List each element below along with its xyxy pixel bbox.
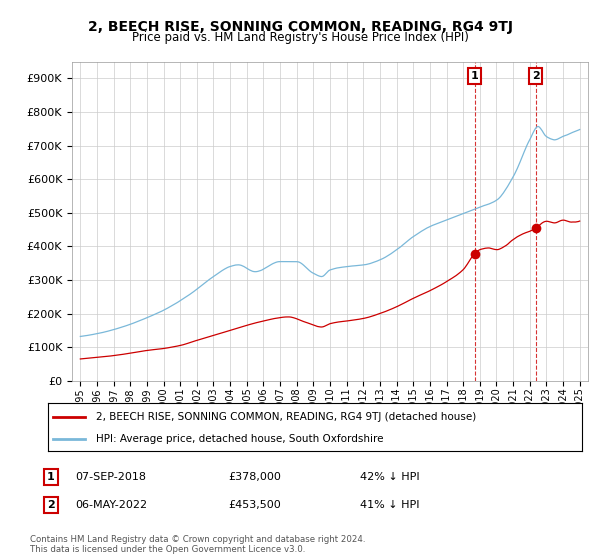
Text: 42% ↓ HPI: 42% ↓ HPI (360, 472, 419, 482)
Text: 2, BEECH RISE, SONNING COMMON, READING, RG4 9TJ (detached house): 2, BEECH RISE, SONNING COMMON, READING, … (96, 413, 476, 422)
Text: 1: 1 (471, 71, 479, 81)
Text: £378,000: £378,000 (228, 472, 281, 482)
Text: 2: 2 (47, 500, 55, 510)
Text: Price paid vs. HM Land Registry's House Price Index (HPI): Price paid vs. HM Land Registry's House … (131, 31, 469, 44)
Text: 07-SEP-2018: 07-SEP-2018 (75, 472, 146, 482)
Text: 41% ↓ HPI: 41% ↓ HPI (360, 500, 419, 510)
Text: 2, BEECH RISE, SONNING COMMON, READING, RG4 9TJ: 2, BEECH RISE, SONNING COMMON, READING, … (88, 20, 512, 34)
Text: 2: 2 (532, 71, 539, 81)
Text: £453,500: £453,500 (228, 500, 281, 510)
Text: Contains HM Land Registry data © Crown copyright and database right 2024.
This d: Contains HM Land Registry data © Crown c… (30, 535, 365, 554)
Text: HPI: Average price, detached house, South Oxfordshire: HPI: Average price, detached house, Sout… (96, 434, 383, 444)
Text: 1: 1 (47, 472, 55, 482)
Text: 06-MAY-2022: 06-MAY-2022 (75, 500, 147, 510)
